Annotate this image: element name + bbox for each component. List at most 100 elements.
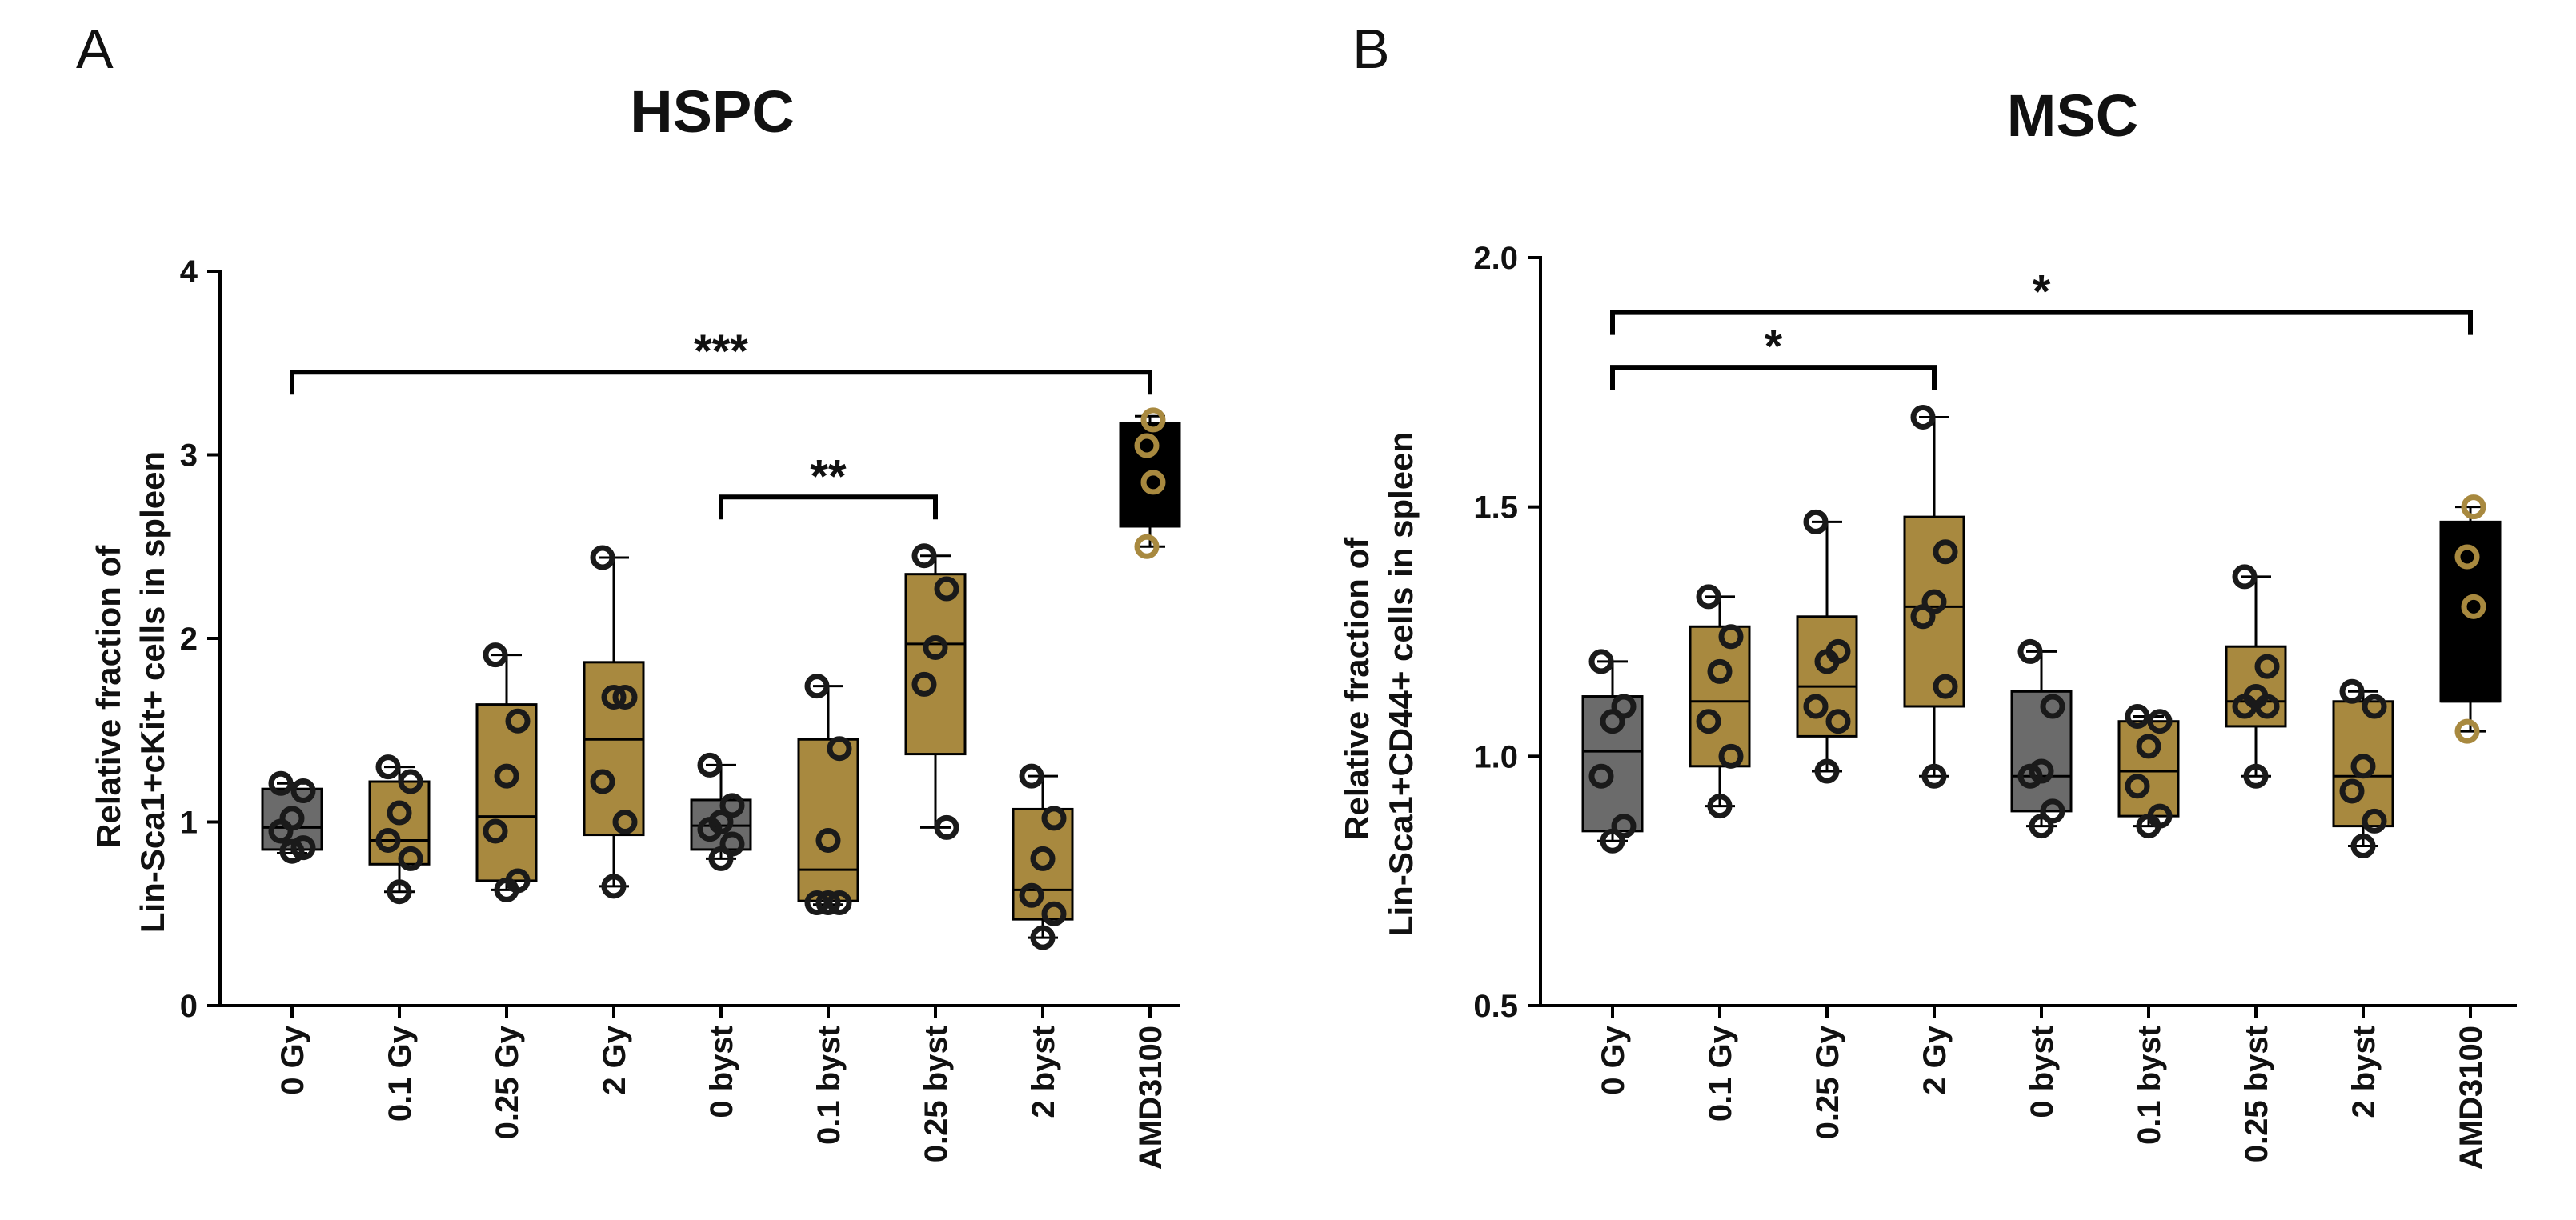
- data-point: [2029, 814, 2054, 839]
- data-point: [1041, 901, 1067, 926]
- data-point: [934, 576, 959, 602]
- data-point: [290, 778, 316, 803]
- data-point: [804, 890, 830, 915]
- data-point: [2350, 754, 2376, 779]
- box-iqr: [2332, 700, 2394, 828]
- box-6: [904, 543, 967, 840]
- data-point: [1600, 709, 1625, 734]
- box-3: [583, 545, 645, 899]
- x-tick-label: 0 byst: [704, 1026, 739, 1118]
- data-point: [2339, 778, 2365, 804]
- significance-line: [290, 370, 1152, 395]
- data-point: [2350, 834, 2376, 859]
- y-tick-label: 1.5: [1473, 490, 1518, 526]
- data-point: [1814, 758, 1840, 784]
- data-point: [1588, 763, 1614, 789]
- data-point: [934, 814, 959, 840]
- data-point: [1696, 709, 1721, 734]
- data-point: [911, 543, 937, 569]
- panel-b-msc: B MSC Relative fraction of Lin-Sca1+CD44…: [1338, 18, 2517, 1170]
- chart-title-msc: MSC: [2007, 82, 2138, 149]
- data-point: [2017, 763, 2043, 789]
- data-point: [719, 793, 745, 818]
- data-point: [279, 838, 305, 864]
- y-axis-label-b-line1: Relative fraction of: [1338, 537, 1376, 840]
- box-iqr: [797, 738, 859, 902]
- y-tick-label: 1.0: [1473, 739, 1518, 774]
- panel-a-hspc: A HSPC Relative fraction of Lin-Sca1+cKi…: [76, 18, 1181, 1170]
- data-point: [398, 846, 423, 871]
- data-point: [1814, 649, 1840, 674]
- data-point: [2254, 654, 2280, 679]
- data-point: [1019, 763, 1044, 789]
- box-0: [1581, 649, 1644, 854]
- data-point: [375, 827, 401, 853]
- data-point: [505, 708, 531, 734]
- data-point: [815, 827, 841, 853]
- x-tick-label: 0.25 byst: [919, 1026, 954, 1162]
- data-point: [1825, 709, 1851, 734]
- data-point: [1933, 674, 1958, 699]
- y-tick-label: 0.5: [1473, 989, 1518, 1024]
- panel-letter-b: B: [1352, 18, 1390, 80]
- data-point: [1600, 828, 1625, 854]
- data-point: [1910, 404, 1936, 430]
- box-iqr: [904, 573, 967, 756]
- data-point: [1134, 433, 1160, 458]
- significance-line: [1610, 365, 1937, 390]
- data-point: [2040, 694, 2065, 719]
- data-point: [804, 674, 830, 699]
- box-6: [2225, 564, 2287, 789]
- y-axis-label-a: Relative fraction of Lin-Sca1+cKit+ cell…: [90, 451, 171, 933]
- significance-label: **: [810, 450, 847, 502]
- y-axis-label-a-line1: Relative fraction of: [90, 545, 127, 848]
- data-point: [290, 835, 316, 861]
- y-tick-label: 2: [180, 622, 198, 657]
- data-point: [1910, 604, 1936, 630]
- data-point: [815, 890, 841, 915]
- box-8: [1119, 407, 1181, 559]
- data-point: [708, 846, 734, 871]
- data-point: [2147, 709, 2173, 734]
- data-point: [2362, 694, 2387, 719]
- significance-bracket-0: *: [1610, 266, 2473, 335]
- data-point: [2461, 494, 2486, 520]
- box-2: [1796, 509, 1858, 784]
- panel-letter-a: A: [76, 18, 114, 80]
- significance-line: [719, 494, 938, 520]
- box-4: [2010, 638, 2073, 839]
- box-2: [475, 642, 538, 902]
- x-tick-label: 0.25 Gy: [490, 1025, 525, 1139]
- x-tick-label: 0 byst: [2025, 1026, 2060, 1118]
- data-point: [2454, 544, 2480, 570]
- data-point: [494, 877, 519, 902]
- significance-label: *: [2033, 266, 2051, 318]
- data-point: [1611, 694, 1637, 719]
- x-tick-label: 0.1 byst: [2132, 1026, 2167, 1145]
- x-tick-label: AMD3100: [1133, 1026, 1168, 1170]
- box-iqr: [1581, 695, 1644, 833]
- data-point: [1030, 925, 1056, 950]
- data-point: [1030, 846, 1056, 871]
- data-point: [1134, 534, 1160, 559]
- data-point: [2232, 694, 2258, 719]
- y-axis-label-b: Relative fraction of Lin-Sca1+CD44+ cell…: [1338, 432, 1420, 936]
- box-0: [261, 770, 323, 864]
- data-point: [2254, 694, 2280, 719]
- plot-area-a: 0 1 2 3 4 0 Gy 0.1 Gy 0.25 Gy 2 Gy 0 byst 0.1 byst…: [180, 254, 1181, 1170]
- data-point: [590, 769, 615, 794]
- box-5: [2117, 703, 2180, 839]
- x-tick-label: 0.25 Gy: [1810, 1025, 1845, 1139]
- chart-title-hspc: HSPC: [630, 78, 795, 145]
- y-axis-label-b-line2: Lin-Sca1+CD44+ cells in spleen: [1382, 432, 1420, 936]
- y-axis-label-a-line2: Lin-Sca1+cKit+ cells in spleen: [134, 451, 171, 933]
- y-tick-label: 3: [180, 438, 198, 474]
- significance-line: [1610, 310, 2473, 335]
- data-point: [387, 879, 412, 905]
- y-tick-label: 1: [180, 806, 198, 841]
- x-tick-label: 2 Gy: [597, 1025, 632, 1094]
- data-point: [601, 684, 627, 710]
- data-point: [1707, 658, 1733, 684]
- data-point: [2136, 734, 2161, 759]
